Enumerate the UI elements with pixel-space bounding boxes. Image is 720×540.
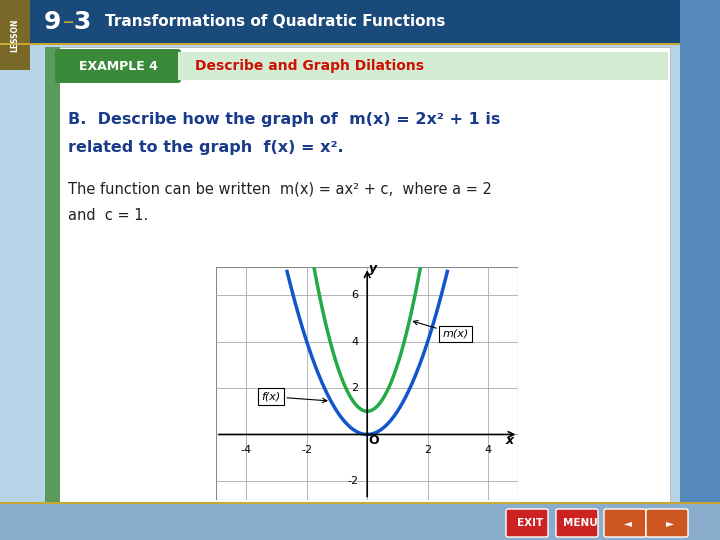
Text: 2: 2 [424,445,431,455]
Bar [45,47,670,502]
Text: -2: -2 [301,445,312,455]
Text: B.  Describe how the graph of  m(x) = 2x² + 1 is: B. Describe how the graph of m(x) = 2x² … [68,112,500,127]
Text: y: y [369,262,377,275]
Text: Describe and Graph Dilations: Describe and Graph Dilations [195,59,424,73]
Text: EXAMPLE 4: EXAMPLE 4 [78,59,158,72]
Bar [0,502,720,540]
Text: and  c = 1.: and c = 1. [68,208,148,223]
Bar [216,267,518,500]
Text: -2: -2 [348,476,359,486]
Text: f(x): f(x) [261,392,327,403]
Bar [45,47,60,502]
Text: 4: 4 [351,336,359,347]
FancyBboxPatch shape [506,509,548,537]
Text: LESSON: LESSON [11,18,19,52]
Text: O: O [369,434,379,447]
Text: –: – [63,12,73,32]
FancyBboxPatch shape [55,49,181,83]
Text: 4: 4 [485,445,492,455]
Text: The function can be written  m(x) = ax² + c,  where a = 2: The function can be written m(x) = ax² +… [68,182,492,197]
FancyBboxPatch shape [556,509,598,537]
Bar [680,0,720,540]
Text: related to the graph  f(x) = x².: related to the graph f(x) = x². [68,140,343,155]
Text: 6: 6 [352,290,359,300]
FancyBboxPatch shape [646,509,688,537]
Bar [178,52,668,80]
FancyBboxPatch shape [604,509,646,537]
Text: ►: ► [666,518,674,528]
Text: x: x [505,434,513,447]
Text: EXIT: EXIT [517,518,543,528]
Bar [0,0,30,70]
Text: 3: 3 [73,10,91,34]
Bar [0,0,680,43]
Text: 2: 2 [351,383,359,393]
Text: MENU: MENU [562,518,598,528]
Bar [0,43,680,45]
Text: ◄: ◄ [624,518,632,528]
Text: -4: -4 [240,445,252,455]
Text: 9: 9 [43,10,60,34]
Text: Transformations of Quadratic Functions: Transformations of Quadratic Functions [105,15,446,30]
Bar [0,502,720,504]
Text: m(x): m(x) [413,321,469,339]
